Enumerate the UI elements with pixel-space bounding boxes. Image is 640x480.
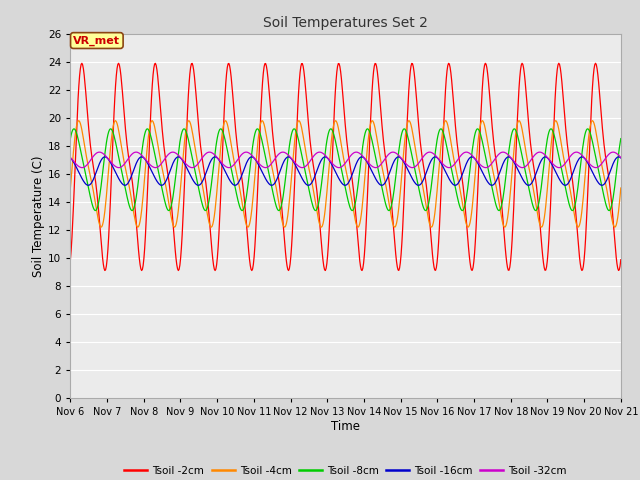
Legend: Tsoil -2cm, Tsoil -4cm, Tsoil -8cm, Tsoil -16cm, Tsoil -32cm: Tsoil -2cm, Tsoil -4cm, Tsoil -8cm, Tsoi… [120,462,571,480]
Y-axis label: Soil Temperature (C): Soil Temperature (C) [33,155,45,277]
X-axis label: Time: Time [331,420,360,433]
Text: VR_met: VR_met [74,36,120,46]
Title: Soil Temperatures Set 2: Soil Temperatures Set 2 [263,16,428,30]
